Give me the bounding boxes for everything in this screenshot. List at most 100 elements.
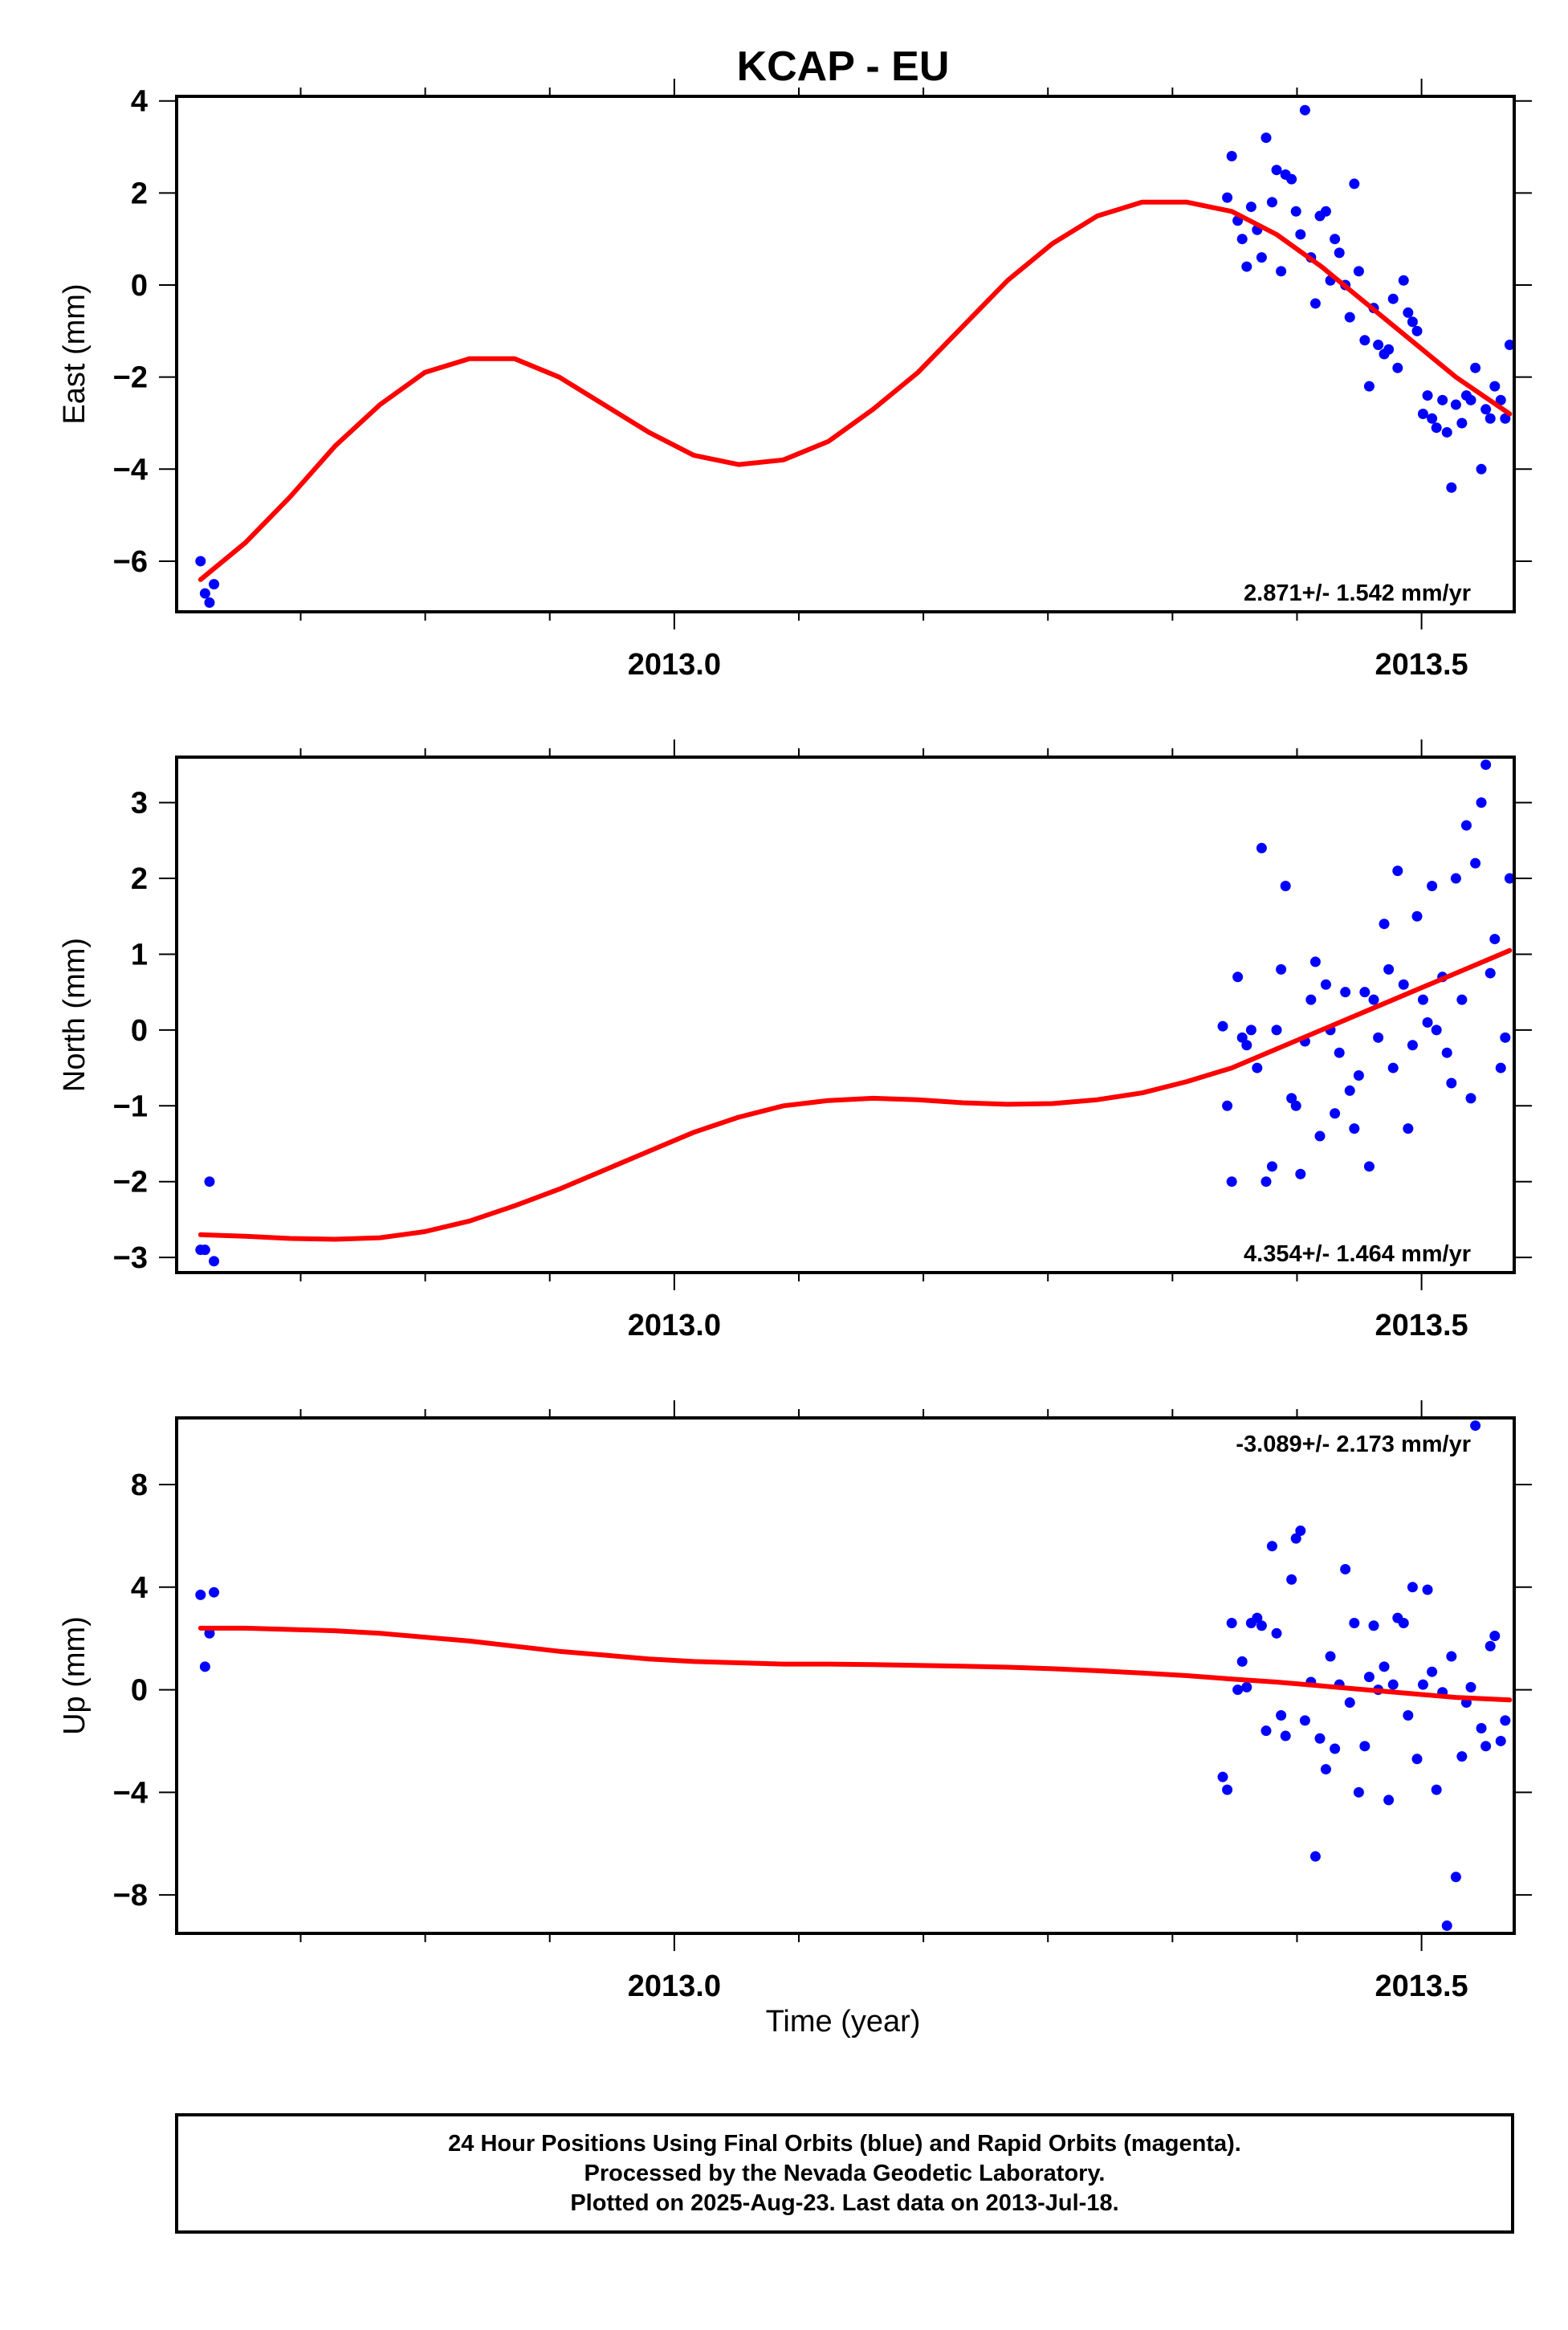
data-point [209, 579, 220, 590]
data-point [1290, 1533, 1301, 1544]
footer-line-1: 24 Hour Positions Using Final Orbits (bl… [448, 2130, 1241, 2157]
data-point [1489, 934, 1501, 945]
data-point [204, 597, 215, 609]
data-point [195, 556, 206, 567]
data-point [1286, 1574, 1297, 1585]
x-tick-label: 2013.5 [1375, 1970, 1468, 2003]
data-points [195, 104, 1514, 609]
x-tick-label: 2013.0 [628, 1970, 721, 2003]
data-point [1232, 972, 1244, 983]
data-point [1256, 252, 1267, 263]
data-point [1295, 1525, 1306, 1537]
plot-frame [175, 1416, 1516, 1935]
data-point [1383, 963, 1395, 975]
data-point [1500, 413, 1511, 424]
data-point [1363, 1161, 1375, 1172]
data-point [1480, 1741, 1492, 1752]
data-point [1465, 1093, 1476, 1104]
data-point [204, 1627, 215, 1639]
data-point [1417, 409, 1428, 420]
data-point [1295, 229, 1306, 240]
data-point [204, 1176, 215, 1187]
data-point [1470, 1420, 1481, 1432]
y-tick-label: −8 [113, 1879, 148, 1912]
data-point [1446, 1651, 1457, 1662]
y-tick-label: −4 [113, 1776, 148, 1810]
data-point [1417, 1679, 1428, 1690]
data-point [1286, 173, 1297, 185]
y-tick-label: −4 [113, 453, 148, 487]
data-point [1330, 1743, 1341, 1754]
data-point [199, 1244, 210, 1256]
y-tick-label: 1 [131, 938, 148, 972]
data-point [1504, 340, 1514, 351]
data-point [1266, 197, 1277, 208]
data-point [1286, 1093, 1297, 1104]
data-point [1456, 418, 1468, 429]
data-point [1431, 422, 1442, 434]
data-point [1363, 381, 1375, 392]
data-point [1314, 1733, 1326, 1744]
data-point [1290, 1100, 1301, 1111]
x-tick-label: 2013.5 [1375, 648, 1468, 682]
data-point [1241, 1040, 1252, 1051]
data-point [1403, 1710, 1414, 1721]
rate-annotation: 4.354+/- 1.464 mm/yr [1244, 1241, 1471, 1267]
data-point [1392, 866, 1403, 877]
data-point [1330, 1108, 1341, 1119]
data-point [1417, 994, 1428, 1005]
data-point [1236, 1032, 1248, 1043]
data-point [1411, 1754, 1423, 1765]
data-point [1422, 390, 1433, 401]
y-axis-label: East (mm) [58, 283, 92, 424]
y-tick-label: 4 [131, 85, 148, 119]
data-point [1427, 1666, 1438, 1677]
y-tick-label: −2 [113, 361, 148, 395]
rate-annotation: -3.089+/- 2.173 mm/yr [1236, 1432, 1471, 1457]
data-point [1450, 399, 1461, 410]
data-point [1422, 1584, 1433, 1595]
data-point [1411, 325, 1423, 336]
data-point [1222, 1784, 1233, 1795]
data-point [1431, 1784, 1442, 1795]
data-point [1387, 1062, 1399, 1073]
data-point [1245, 1024, 1256, 1036]
data-point [1398, 979, 1409, 990]
data-point [1325, 1651, 1336, 1662]
x-tick-label: 2013.0 [628, 1309, 721, 1342]
data-point [1495, 394, 1506, 405]
data-point [1373, 340, 1384, 351]
x-tick-label: 2013.0 [628, 648, 721, 682]
chart-title: KCAP - EU [737, 43, 950, 90]
data-point [1441, 426, 1452, 438]
data-point [1403, 1123, 1414, 1134]
data-point [1437, 394, 1448, 405]
data-point [1320, 979, 1331, 990]
data-point [1309, 298, 1321, 309]
data-point [1359, 1741, 1370, 1752]
data-point [1495, 1735, 1506, 1746]
data-point [1470, 362, 1481, 373]
data-point [1407, 1582, 1418, 1593]
data-point [1368, 994, 1379, 1005]
y-tick-label: 0 [131, 269, 148, 303]
data-point [1353, 1070, 1364, 1081]
data-point [1387, 1679, 1399, 1690]
data-point [1344, 1085, 1355, 1096]
data-point [1245, 202, 1256, 213]
data-point [1480, 404, 1492, 415]
data-point [1363, 1672, 1375, 1683]
y-tick-label: −1 [113, 1090, 148, 1123]
data-point [1334, 1047, 1345, 1058]
data-point [1500, 1032, 1511, 1043]
data-point [1232, 1684, 1244, 1696]
y-axis-label: North (mm) [58, 938, 92, 1092]
data-point [1480, 759, 1492, 770]
data-point [1334, 247, 1345, 259]
data-point [1344, 1697, 1355, 1709]
data-point [1456, 1751, 1468, 1762]
data-point [1261, 1176, 1272, 1187]
panel-north: 2013.0 2013.5 −3 −2 −1 0 1 2 3 North (mm) 4.354+/-… [58, 739, 1532, 1342]
footer-note: 24 Hour Positions Using Final Orbits (bl… [175, 2113, 1514, 2234]
data-point [1427, 413, 1438, 424]
